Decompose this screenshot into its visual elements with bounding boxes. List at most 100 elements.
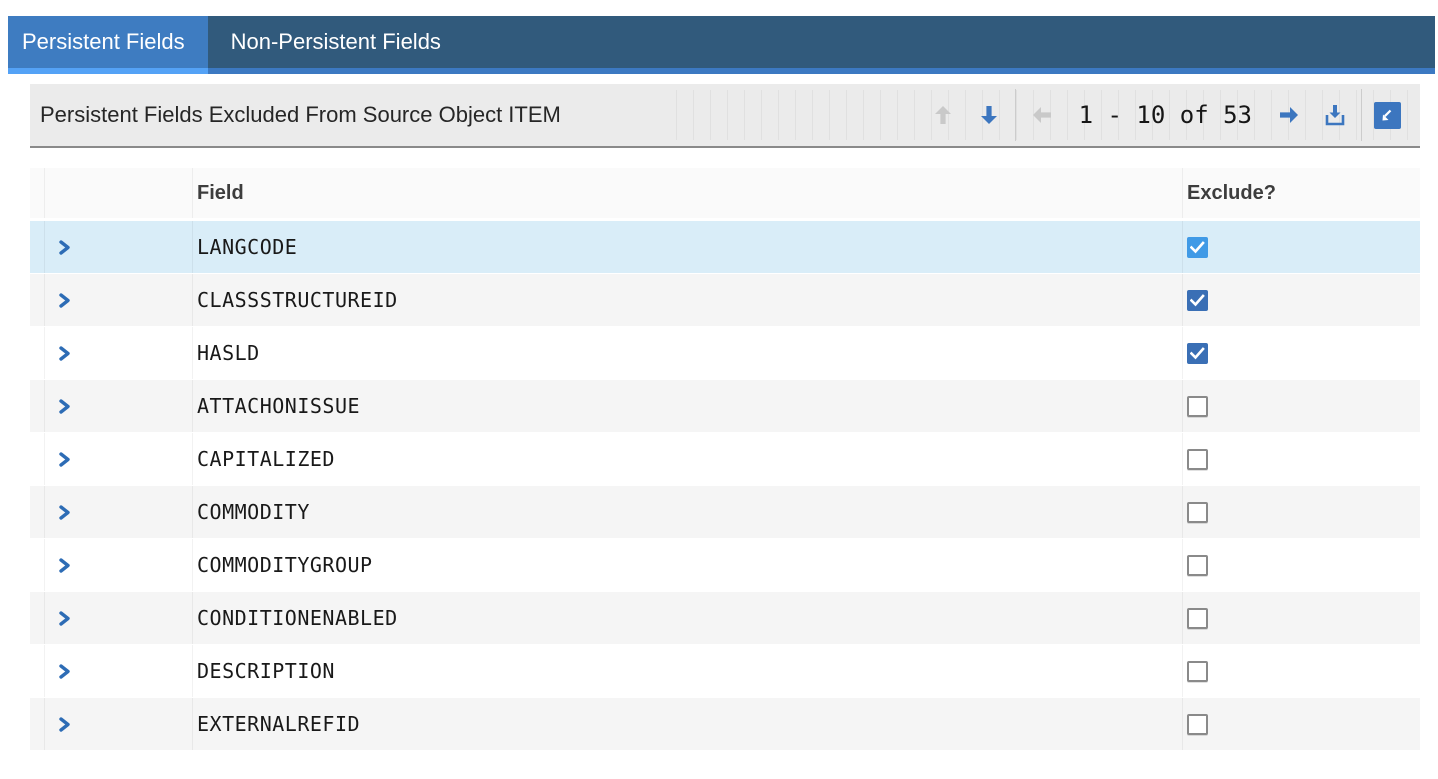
exclude-checkbox[interactable] <box>1187 713 1208 735</box>
tab-bar-filler <box>463 16 1435 74</box>
field-name-cell: LANGCODE <box>193 221 1183 273</box>
exclude-cell <box>1183 539 1420 591</box>
table-row[interactable]: CLASSSTRUCTUREID <box>30 274 1420 327</box>
column-header-exclude: Exclude? <box>1187 181 1276 204</box>
exclude-checkbox[interactable] <box>1187 501 1208 523</box>
field-name-cell: EXTERNALREFID <box>193 698 1183 750</box>
field-name-cell: CAPITALIZED <box>193 433 1183 485</box>
exclude-checkbox[interactable] <box>1187 236 1208 258</box>
toolbar-buttons: 1 - 10 of 53 <box>920 89 1420 141</box>
exclude-cell <box>1183 327 1420 379</box>
expand-row-chevron-icon[interactable] <box>57 610 72 627</box>
row-select-cell <box>30 645 45 697</box>
exclude-cell <box>1183 486 1420 538</box>
field-name: HASLD <box>197 341 260 365</box>
field-name: LANGCODE <box>197 235 298 259</box>
row-expand-cell <box>45 486 193 538</box>
exclude-checkbox[interactable] <box>1187 342 1208 364</box>
exclude-cell <box>1183 433 1420 485</box>
table-row[interactable]: HASLD <box>30 327 1420 380</box>
toolbar-separator <box>1361 89 1362 141</box>
table-row[interactable]: LANGCODE <box>30 221 1420 274</box>
field-name-cell: CONDITIONENABLED <box>193 592 1183 644</box>
field-name: COMMODITY <box>197 500 310 524</box>
move-up-icon[interactable] <box>920 89 966 141</box>
expand-row-chevron-icon[interactable] <box>57 557 72 574</box>
field-name: COMMODITYGROUP <box>197 553 373 577</box>
fields-table: Field Exclude? LANGCODE <box>30 168 1420 751</box>
row-select-cell <box>30 327 45 379</box>
exclude-checkbox[interactable] <box>1187 448 1208 470</box>
row-select-cell <box>30 221 45 273</box>
column-header-field: Field <box>193 168 1183 218</box>
row-select-cell <box>30 592 45 644</box>
row-expand-cell <box>45 539 193 591</box>
table-toolbar: Persistent Fields Excluded From Source O… <box>30 84 1420 148</box>
pagination-range: 1 - 10 of 53 <box>1078 101 1252 129</box>
row-expand-cell <box>45 645 193 697</box>
table-row[interactable]: CONDITIONENABLED <box>30 592 1420 645</box>
previous-page-icon[interactable] <box>1019 89 1065 141</box>
field-name-cell: HASLD <box>193 327 1183 379</box>
field-name: CLASSSTRUCTUREID <box>197 288 398 312</box>
expand-row-chevron-icon[interactable] <box>57 239 72 256</box>
field-name-cell: DESCRIPTION <box>193 645 1183 697</box>
table-title: Persistent Fields Excluded From Source O… <box>40 102 561 127</box>
next-page-icon[interactable] <box>1266 89 1312 141</box>
exclude-checkbox[interactable] <box>1187 289 1208 311</box>
exclude-cell <box>1183 645 1420 697</box>
table-row[interactable]: CAPITALIZED <box>30 433 1420 486</box>
row-expand-cell <box>45 274 193 326</box>
row-expand-cell <box>45 327 193 379</box>
tab-bar: Persistent Fields Non-Persistent Fields <box>8 16 1435 74</box>
exclude-cell <box>1183 380 1420 432</box>
toolbar-separator <box>1014 89 1016 141</box>
exclude-cell <box>1183 698 1420 750</box>
row-expand-cell <box>45 433 193 485</box>
field-name: DESCRIPTION <box>197 659 335 683</box>
row-expand-cell <box>45 380 193 432</box>
row-select-cell <box>30 380 45 432</box>
row-select-cell <box>30 698 45 750</box>
table-row[interactable]: EXTERNALREFID <box>30 698 1420 751</box>
expand-row-chevron-icon[interactable] <box>57 504 72 521</box>
expand-row-chevron-icon[interactable] <box>57 398 72 415</box>
expand-row-chevron-icon[interactable] <box>57 716 72 733</box>
field-name-cell: COMMODITY <box>193 486 1183 538</box>
table-row[interactable]: ATTACHONISSUE <box>30 380 1420 433</box>
row-select-cell <box>30 539 45 591</box>
row-select-cell <box>30 486 45 538</box>
table-row[interactable]: COMMODITY <box>30 486 1420 539</box>
exclude-checkbox[interactable] <box>1187 660 1208 682</box>
header-expand-column <box>45 168 193 218</box>
field-name-cell: COMMODITYGROUP <box>193 539 1183 591</box>
expand-row-chevron-icon[interactable] <box>57 292 72 309</box>
tab-persistent-fields[interactable]: Persistent Fields <box>8 16 208 74</box>
field-name: ATTACHONISSUE <box>197 394 361 418</box>
field-name: CONDITIONENABLED <box>197 606 398 630</box>
table-row[interactable]: COMMODITYGROUP <box>30 539 1420 592</box>
exclude-checkbox[interactable] <box>1187 395 1208 417</box>
download-icon[interactable] <box>1312 89 1358 141</box>
row-select-cell <box>30 274 45 326</box>
collapse-section-icon[interactable] <box>1374 101 1401 129</box>
field-name: CAPITALIZED <box>197 447 335 471</box>
row-select-cell <box>30 433 45 485</box>
row-expand-cell <box>45 221 193 273</box>
exclude-cell <box>1183 274 1420 326</box>
field-name-cell: ATTACHONISSUE <box>193 380 1183 432</box>
field-name: EXTERNALREFID <box>197 712 361 736</box>
table-header-row: Field Exclude? <box>30 168 1420 221</box>
exclude-checkbox[interactable] <box>1187 554 1208 576</box>
expand-row-chevron-icon[interactable] <box>57 663 72 680</box>
tab-non-persistent-fields[interactable]: Non-Persistent Fields <box>207 16 464 74</box>
exclude-cell <box>1183 221 1420 273</box>
expand-row-chevron-icon[interactable] <box>57 451 72 468</box>
exclude-checkbox[interactable] <box>1187 607 1208 629</box>
table-row[interactable]: DESCRIPTION <box>30 645 1420 698</box>
row-expand-cell <box>45 592 193 644</box>
expand-row-chevron-icon[interactable] <box>57 345 72 362</box>
move-down-icon[interactable] <box>966 89 1012 141</box>
header-select-column <box>30 168 45 218</box>
field-name-cell: CLASSSTRUCTUREID <box>193 274 1183 326</box>
